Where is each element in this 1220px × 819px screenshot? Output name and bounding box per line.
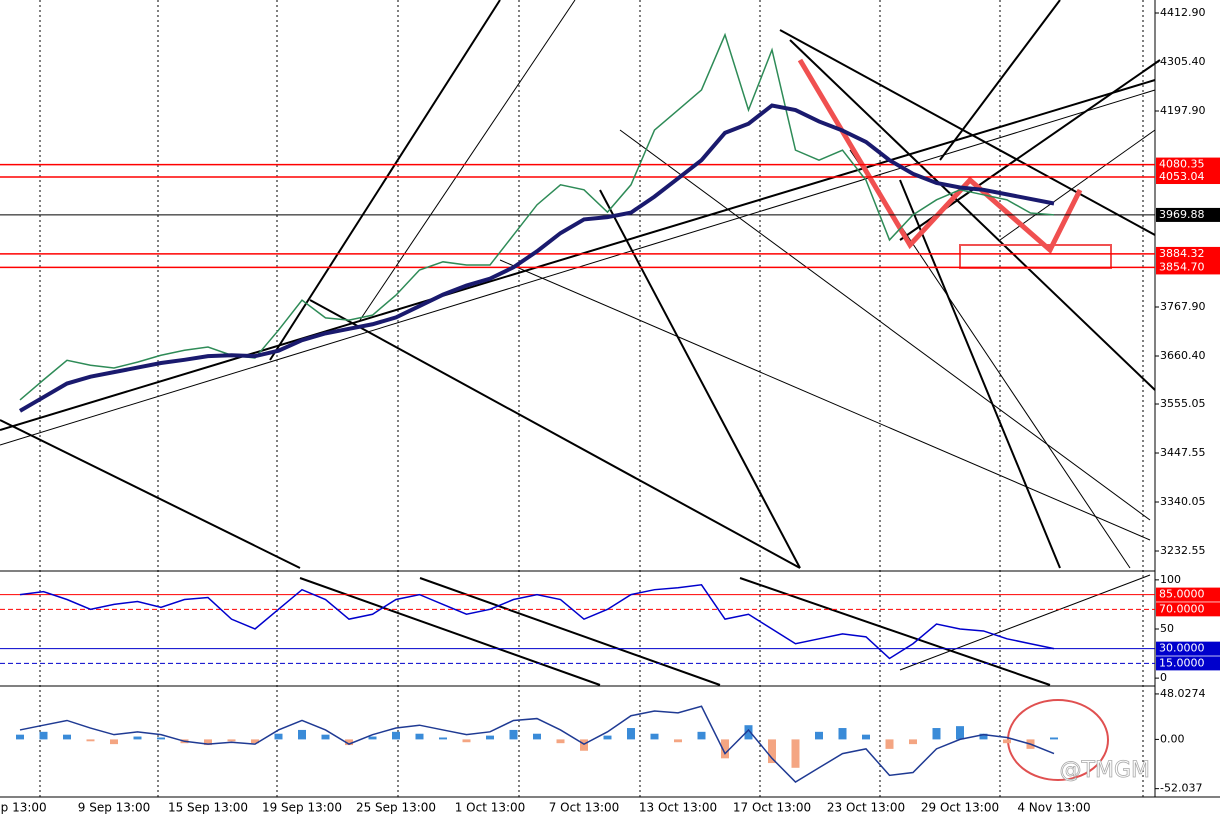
histogram-bar bbox=[133, 736, 142, 740]
y-tick-label: 0.00 bbox=[1160, 732, 1185, 745]
x-tick-label: 13 Oct 13:00 bbox=[639, 801, 717, 815]
histogram-bar bbox=[298, 729, 306, 740]
level-label: 70.0000 bbox=[1159, 602, 1205, 615]
histogram-bar bbox=[956, 726, 964, 740]
level-label: 85.0000 bbox=[1159, 588, 1205, 601]
histogram-bar bbox=[321, 734, 330, 740]
histogram-bar bbox=[462, 739, 471, 743]
histogram-bar bbox=[251, 739, 259, 744]
y-tick-label: 3447.55 bbox=[1160, 446, 1206, 459]
histogram-bar bbox=[768, 739, 776, 764]
histogram-bar bbox=[509, 729, 518, 740]
histogram-bar bbox=[979, 733, 988, 740]
level-box bbox=[1156, 170, 1220, 185]
histogram-bar bbox=[368, 736, 377, 740]
y-tick-label: 3232.55 bbox=[1160, 544, 1206, 557]
histogram-bar bbox=[274, 733, 283, 740]
histogram-bar bbox=[63, 734, 71, 740]
histogram-bar bbox=[603, 735, 612, 740]
y-tick-label: 4305.40 bbox=[1160, 55, 1206, 68]
histogram-bar bbox=[110, 739, 118, 745]
level-box bbox=[1156, 602, 1220, 617]
histogram-bar bbox=[838, 728, 847, 740]
histogram-bar bbox=[862, 734, 870, 740]
histogram-bar bbox=[392, 731, 400, 740]
x-tick-label: 29 Oct 13:00 bbox=[921, 801, 999, 815]
trend-lines bbox=[0, 0, 1161, 686]
x-tick-label: 19 Sep 13:00 bbox=[262, 801, 342, 815]
series-line bbox=[18, 103, 1055, 413]
histogram-bar bbox=[650, 733, 659, 740]
histogram-bar bbox=[439, 737, 447, 740]
level-label: 3854.70 bbox=[1159, 260, 1205, 273]
histogram-bar bbox=[885, 739, 894, 749]
watermark: @TMGM bbox=[1060, 758, 1150, 783]
x-tick-label: 17 Oct 13:00 bbox=[733, 801, 811, 815]
x-tick-label: 1 Oct 13:00 bbox=[455, 801, 526, 815]
histogram-bar bbox=[415, 733, 424, 740]
histogram-bar bbox=[721, 739, 729, 759]
y-tick-label: 50 bbox=[1160, 622, 1174, 635]
level-label: 15.0000 bbox=[1159, 656, 1205, 669]
y-tick-label: 100 bbox=[1160, 573, 1181, 586]
histogram-bar bbox=[744, 725, 753, 740]
histogram-bar bbox=[533, 733, 541, 740]
level-box bbox=[1156, 260, 1220, 275]
level-label: 30.0000 bbox=[1159, 642, 1205, 655]
level-label: 3884.32 bbox=[1159, 247, 1205, 260]
x-tick-label: 15 Sep 13:00 bbox=[168, 801, 248, 815]
y-tick-label: 48.0274 bbox=[1160, 687, 1206, 700]
series-line bbox=[19, 705, 1055, 783]
histogram-bar bbox=[932, 728, 941, 740]
histogram-bar bbox=[580, 739, 588, 751]
y-tick-label: 4412.90 bbox=[1160, 6, 1206, 19]
histogram-bar bbox=[227, 739, 236, 742]
level-box bbox=[1156, 641, 1220, 656]
x-tick-label: 25 Sep 13:00 bbox=[356, 801, 436, 815]
y-tick-label: 3767.90 bbox=[1160, 300, 1206, 313]
histogram-bar bbox=[674, 739, 682, 743]
series-line bbox=[19, 32, 1055, 401]
level-box bbox=[1156, 207, 1220, 222]
histogram-bar bbox=[39, 731, 48, 740]
x-tick-label: 23 Oct 13:00 bbox=[827, 801, 905, 815]
y-tick-label: -52.037 bbox=[1160, 782, 1202, 795]
level-label: 4080.35 bbox=[1159, 158, 1205, 171]
histogram-bar bbox=[556, 739, 565, 744]
x-tick-label: 4 Nov 13:00 bbox=[1017, 801, 1090, 815]
histogram-bar bbox=[204, 739, 212, 746]
histogram-bar bbox=[697, 731, 706, 740]
level-box bbox=[1156, 157, 1220, 172]
histogram-bar bbox=[486, 735, 494, 740]
histogram-bar bbox=[16, 734, 24, 740]
y-tick-label: 3340.05 bbox=[1160, 495, 1206, 508]
histogram-bar bbox=[909, 739, 917, 745]
histogram-bar bbox=[791, 739, 800, 768]
series-line bbox=[19, 583, 1055, 660]
histogram-bar bbox=[345, 739, 353, 746]
y-tick-label: 3660.40 bbox=[1160, 349, 1206, 362]
y-tick-label: 0 bbox=[1160, 671, 1167, 684]
x-tick-label: 7 Oct 13:00 bbox=[549, 801, 620, 815]
y-tick-label: 4197.90 bbox=[1160, 104, 1206, 117]
y-tick-label: 3555.05 bbox=[1160, 397, 1206, 410]
level-box bbox=[1156, 587, 1220, 602]
histogram-bar bbox=[815, 731, 823, 740]
histogram-bar bbox=[86, 739, 95, 742]
level-box bbox=[1156, 656, 1220, 671]
histogram-bar bbox=[157, 737, 165, 740]
histogram-bar bbox=[627, 728, 635, 740]
level-box bbox=[1156, 246, 1220, 261]
x-tick-label: 9 Sep 13:00 bbox=[78, 801, 150, 815]
x-tick-label: ep 13:00 bbox=[0, 801, 47, 815]
plot-bg bbox=[0, 0, 1155, 797]
level-label: 3969.88 bbox=[1159, 208, 1205, 221]
histogram-bar bbox=[1050, 737, 1058, 740]
histogram-bar bbox=[1003, 739, 1011, 744]
level-label: 4053.04 bbox=[1159, 170, 1205, 183]
